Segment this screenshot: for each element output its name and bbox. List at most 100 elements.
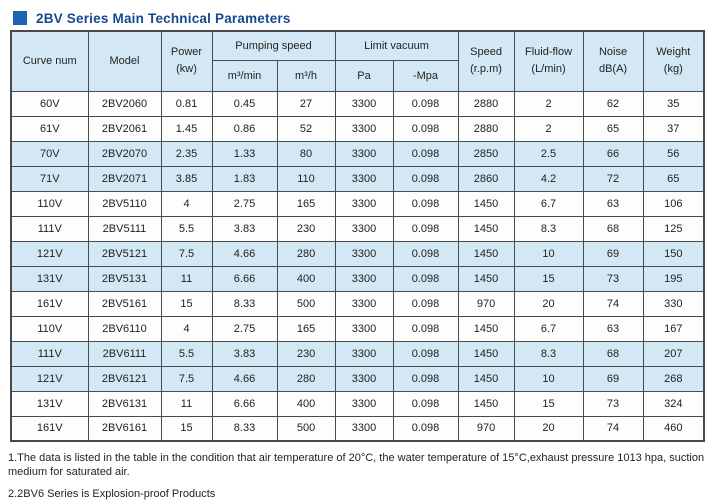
table-cell: 970 <box>457 415 515 442</box>
table-cell: 0.098 <box>392 340 459 367</box>
table-cell: 2.5 <box>513 140 584 167</box>
table-header: Curve num Model Power (kw) Pumping speed… <box>10 30 705 92</box>
table-cell: 4.2 <box>513 165 584 192</box>
technical-parameters-table: Curve num Model Power (kw) Pumping speed… <box>10 30 706 442</box>
table-cell: 2BV5110 <box>87 190 162 217</box>
table-cell: 37 <box>642 115 705 142</box>
table-cell: 6.7 <box>513 315 584 342</box>
table-cell: 106 <box>642 190 705 217</box>
page-title: 2BV Series Main Technical Parameters <box>36 10 291 26</box>
table-row: 131V 2BV5131 11 6.66 400 3300 0.098 1450 15 73 195 <box>10 265 705 292</box>
table-row: 121V 2BV6121 7.5 4.66 280 3300 0.098 1450 10 69 26… <box>10 365 705 392</box>
table-cell: 20 <box>513 415 584 442</box>
table-cell: 2BV2071 <box>87 165 162 192</box>
table-cell: 1.33 <box>211 140 278 167</box>
table-cell: 500 <box>276 290 336 317</box>
table-row: 110V 2BV6110 4 2.75 165 3300 0.098 1450 6.7 63 167 <box>10 315 705 342</box>
table-cell: 8.33 <box>211 290 278 317</box>
table-cell: 2BV6161 <box>87 415 162 442</box>
table-cell: 2BV6121 <box>87 365 162 392</box>
table-cell: 3300 <box>334 140 394 167</box>
table-cell: 1450 <box>457 315 515 342</box>
table-cell: 66 <box>582 140 644 167</box>
table-cell: 3300 <box>334 115 394 142</box>
col-header-power: Power (kw) <box>160 30 213 92</box>
table-cell: 69 <box>582 240 644 267</box>
noise-label: Noise <box>598 46 628 59</box>
table-cell: 74 <box>582 415 644 442</box>
col-header-pumping-speed: Pumping speed <box>211 30 336 61</box>
col-header-curve-num: Curve num <box>10 30 89 92</box>
speed-label: Speed <box>470 46 502 59</box>
table-cell: 8.3 <box>513 215 584 242</box>
table-cell: 6.66 <box>211 265 278 292</box>
table-cell: 2BV6110 <box>87 315 162 342</box>
table-row: 131V 2BV6131 11 6.66 400 3300 0.098 1450 15 73 324 <box>10 390 705 417</box>
table-cell: 52 <box>276 115 336 142</box>
table-cell: 15 <box>160 290 213 317</box>
table-cell: 1.83 <box>211 165 278 192</box>
table-cell: 3300 <box>334 290 394 317</box>
table-cell: 167 <box>642 315 705 342</box>
table-cell: 68 <box>582 215 644 242</box>
table-cell: 63 <box>582 190 644 217</box>
table-cell: 71V <box>10 165 89 192</box>
table-cell: 125 <box>642 215 705 242</box>
table-cell: 0.098 <box>392 265 459 292</box>
table-cell: 8.33 <box>211 415 278 442</box>
table-cell: 1450 <box>457 215 515 242</box>
col-header-speed: Speed (r.p.m) <box>457 30 515 92</box>
table-cell: 10 <box>513 240 584 267</box>
table-cell: 0.81 <box>160 90 213 117</box>
table-cell: 7.5 <box>160 365 213 392</box>
subcol-header-pa: Pa <box>334 59 394 92</box>
table-cell: 0.45 <box>211 90 278 117</box>
table-cell: 11 <box>160 390 213 417</box>
table-cell: 3300 <box>334 215 394 242</box>
table-cell: 1450 <box>457 390 515 417</box>
table-row: 71V 2BV2071 3.85 1.83 110 3300 0.098 2860 4.2 72 6… <box>10 165 705 192</box>
table-cell: 72 <box>582 165 644 192</box>
table-cell: 400 <box>276 390 336 417</box>
table-cell: 0.098 <box>392 390 459 417</box>
table-cell: 5.5 <box>160 215 213 242</box>
subcol-header-m3h: m³/h <box>276 59 336 92</box>
table-cell: 2BV5161 <box>87 290 162 317</box>
footnote-1: 1.The data is listed in the table in the… <box>8 452 705 479</box>
table-cell: 2880 <box>457 115 515 142</box>
table-cell: 10 <box>513 365 584 392</box>
table-cell: 11 <box>160 265 213 292</box>
table-cell: 2BV5121 <box>87 240 162 267</box>
table-cell: 324 <box>642 390 705 417</box>
table-cell: 2BV2061 <box>87 115 162 142</box>
table-cell: 460 <box>642 415 705 442</box>
table-cell: 0.098 <box>392 240 459 267</box>
table-cell: 1450 <box>457 190 515 217</box>
table-cell: 62 <box>582 90 644 117</box>
table-cell: 0.098 <box>392 415 459 442</box>
table-cell: 74 <box>582 290 644 317</box>
fluid-flow-label: Fluid-flow <box>524 46 573 59</box>
table-cell: 68 <box>582 340 644 367</box>
table-cell: 15 <box>160 415 213 442</box>
table-row: 121V 2BV5121 7.5 4.66 280 3300 0.098 1450 10 69 15… <box>10 240 705 267</box>
footnotes: 1.The data is listed in the table in the… <box>8 451 708 500</box>
table-cell: 3300 <box>334 190 394 217</box>
table-cell: 2BV5111 <box>87 215 162 242</box>
speed-unit: (r.p.m) <box>470 63 502 76</box>
table-cell: 4 <box>160 190 213 217</box>
section-title-bar: 2BV Series Main Technical Parameters <box>0 0 712 28</box>
table-cell: 500 <box>276 415 336 442</box>
table-cell: 131V <box>10 265 89 292</box>
table-cell: 0.098 <box>392 115 459 142</box>
weight-label: Weight <box>656 46 691 59</box>
table-cell: 73 <box>582 265 644 292</box>
table-cell: 15 <box>513 390 584 417</box>
table-cell: 6.66 <box>211 390 278 417</box>
table-cell: 111V <box>10 215 89 242</box>
table-cell: 3300 <box>334 240 394 267</box>
table-cell: 970 <box>457 290 515 317</box>
table-cell: 73 <box>582 390 644 417</box>
table-cell: 65 <box>582 115 644 142</box>
